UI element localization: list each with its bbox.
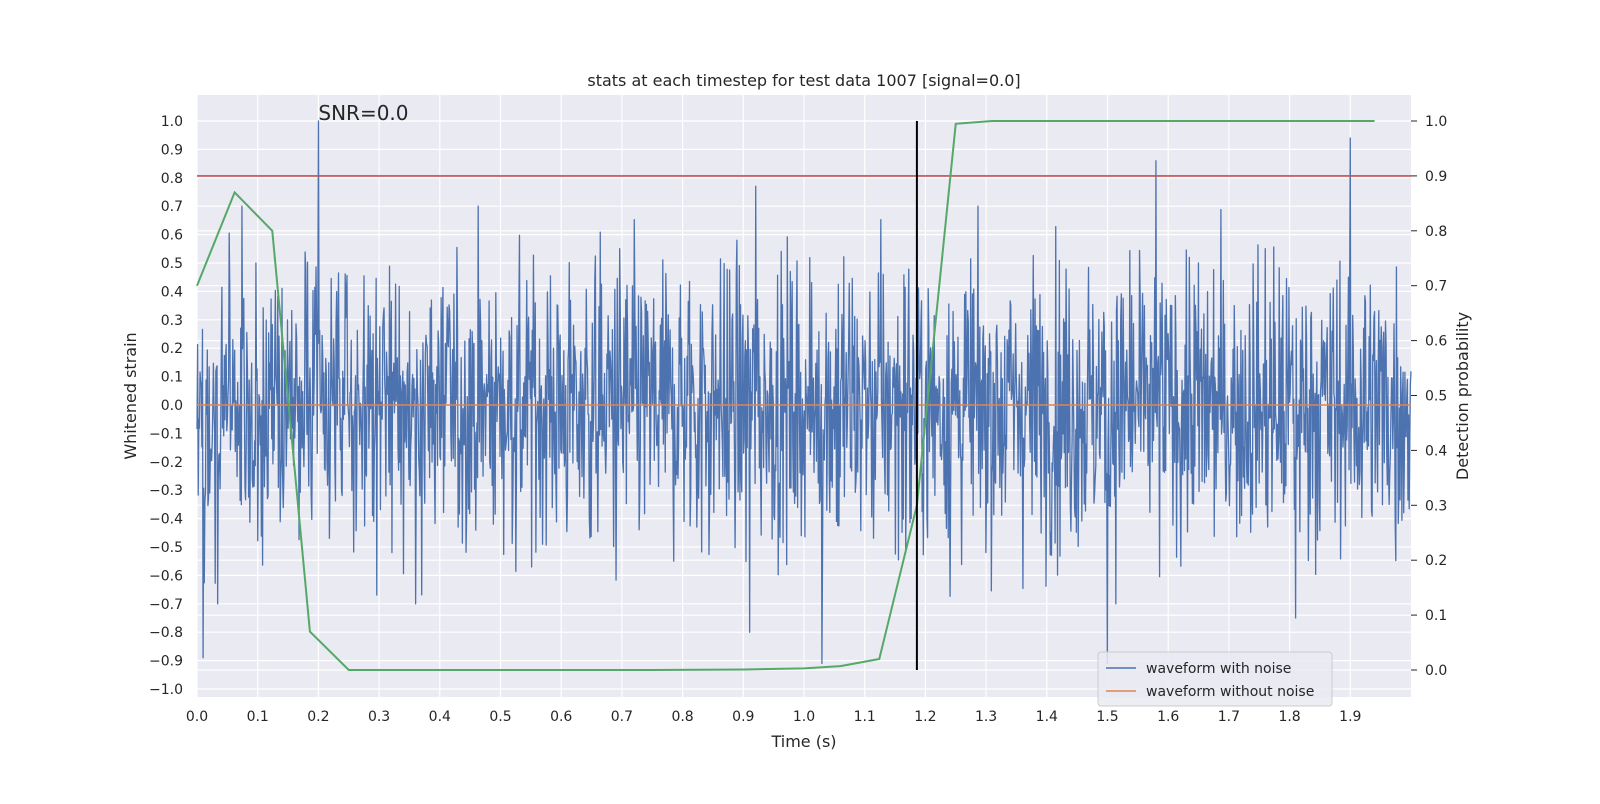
x-tick-label: 0.4 — [429, 709, 451, 725]
y-right-tick-label: 0.3 — [1425, 498, 1447, 514]
x-tick-label: 1.7 — [1218, 709, 1240, 725]
y-right-tick-label: 0.5 — [1425, 389, 1447, 405]
y-axis-label: Whitened strain — [121, 332, 140, 459]
y-right-tick-label: 0.7 — [1425, 279, 1447, 295]
y-tick-label: −0.1 — [149, 426, 183, 442]
waveform-with-noise-series — [196, 120, 1412, 665]
y-tick-label: 1.0 — [161, 114, 183, 130]
y-tick-label: 0.4 — [161, 284, 183, 300]
y-tick-label: −1.0 — [149, 682, 183, 698]
y-tick-label: 0.6 — [161, 228, 183, 244]
tick-labels: 0.0 0.1 0.2 0.3 0.4 0.5 0.6 0.7 0.8 0.9 1.0 1.1 1.2 1… — [149, 114, 1447, 725]
waveform-with-noise-line — [196, 120, 1412, 665]
x-tick-label: 1.9 — [1339, 709, 1361, 725]
legend: waveform with noise waveform without noi… — [1097, 651, 1333, 707]
y-tick-label: 0.2 — [161, 341, 183, 357]
y-tick-label: 0.7 — [161, 199, 183, 215]
x-tick-label: 0.2 — [307, 709, 329, 725]
y-axis-right-label: Detection probability — [1453, 312, 1472, 480]
x-tick-label: 1.4 — [1036, 709, 1058, 725]
y-tick-label: −0.5 — [149, 540, 183, 556]
y-right-tick-label: 0.4 — [1425, 443, 1447, 459]
y-right-tick-label: 0.1 — [1425, 608, 1447, 624]
y-right-tick-label: 0.2 — [1425, 553, 1447, 569]
x-axis-label: Time (s) — [770, 732, 836, 751]
chart-title: stats at each timestep for test data 100… — [587, 71, 1020, 90]
y-tick-label: 0.9 — [161, 142, 183, 158]
y-tick-label: −0.6 — [149, 568, 183, 584]
x-tick-label: 1.0 — [793, 709, 815, 725]
x-tick-label: 0.9 — [732, 709, 754, 725]
x-tick-label: 1.5 — [1096, 709, 1118, 725]
y-right-tick-label: 0.0 — [1425, 663, 1447, 679]
x-tick-label: 0.0 — [186, 709, 208, 725]
x-tick-label: 0.7 — [611, 709, 633, 725]
overlay-lines — [196, 120, 1411, 671]
x-tick-label: 0.1 — [247, 709, 269, 725]
detection-probability-line — [196, 120, 1375, 671]
legend-box — [1097, 651, 1333, 707]
y-tick-label: 0.1 — [161, 370, 183, 386]
legend-label-noise: waveform with noise — [1146, 661, 1291, 677]
y-tick-label: 0.0 — [161, 398, 183, 414]
x-tick-label: 1.1 — [854, 709, 876, 725]
x-tick-label: 0.8 — [671, 709, 693, 725]
x-tick-label: 0.6 — [550, 709, 572, 725]
y-right-tick-label: 0.9 — [1425, 169, 1447, 185]
x-tick-label: 1.2 — [914, 709, 936, 725]
y-tick-label: −0.2 — [149, 455, 183, 471]
y-tick-label: −0.3 — [149, 483, 183, 499]
y-right-tick-label: 0.6 — [1425, 334, 1447, 350]
snr-annotation: SNR=0.0 — [318, 101, 408, 125]
y-tick-label: 0.5 — [161, 256, 183, 272]
y-right-tick-label: 1.0 — [1425, 114, 1447, 130]
legend-label-clean: waveform without noise — [1146, 684, 1314, 700]
x-tick-label: 1.8 — [1278, 709, 1300, 725]
y-tick-label: 0.3 — [161, 313, 183, 329]
x-tick-label: 0.3 — [368, 709, 390, 725]
y-tick-label: −0.4 — [149, 512, 183, 528]
y-tick-label: −0.7 — [149, 597, 183, 613]
x-tick-label: 1.3 — [975, 709, 997, 725]
y-tick-label: −0.9 — [149, 654, 183, 670]
x-tick-label: 1.6 — [1157, 709, 1179, 725]
y-tick-label: 0.8 — [161, 171, 183, 187]
y-tick-label: −0.8 — [149, 625, 183, 641]
x-tick-label: 0.5 — [489, 709, 511, 725]
y-right-tick-label: 0.8 — [1425, 224, 1447, 240]
